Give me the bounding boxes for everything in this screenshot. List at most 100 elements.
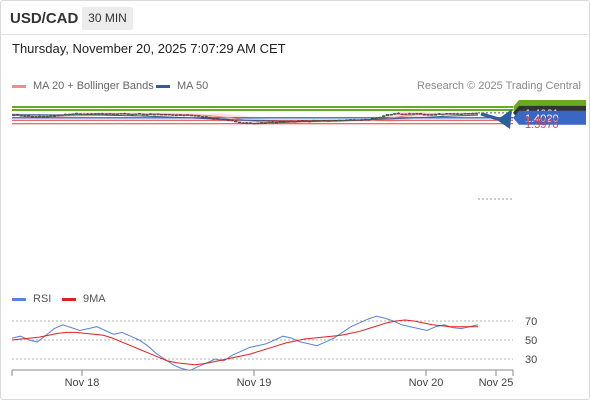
- candle-body: [45, 116, 49, 118]
- x-tick-label: Nov 20: [409, 377, 444, 389]
- ma50-swatch: [156, 84, 170, 88]
- forecast: [480, 109, 512, 129]
- candle-body: [104, 113, 108, 116]
- legend-ma50: MA 50: [156, 80, 208, 92]
- candle-body: [141, 113, 145, 116]
- candle-body: [267, 121, 271, 124]
- candle-body: [49, 115, 53, 117]
- candle-body: [75, 112, 79, 115]
- ma50-line: [12, 114, 479, 123]
- candle-body: [237, 121, 242, 124]
- candle-body: [234, 120, 238, 123]
- candle-body: [444, 113, 449, 115]
- candle-body: [167, 114, 171, 116]
- candle-body: [245, 122, 249, 124]
- candle-body: [393, 113, 397, 115]
- candle-body: [363, 119, 367, 121]
- candle-body: [297, 120, 301, 123]
- candle-body: [293, 120, 297, 123]
- candle-body: [215, 118, 219, 120]
- candle-body: [230, 119, 234, 122]
- candle-body: [145, 114, 149, 116]
- candle-body: [134, 113, 138, 116]
- candle-body: [130, 114, 134, 116]
- candle-body: [119, 113, 123, 115]
- rsi-ma-label: 9MA: [83, 293, 106, 305]
- candle-body: [304, 120, 308, 122]
- candle-body: [448, 113, 452, 115]
- candle-body: [382, 115, 386, 117]
- candle-body: [308, 120, 312, 123]
- candle-body: [322, 120, 327, 122]
- candle-body: [189, 114, 193, 117]
- candle-body: [163, 113, 168, 116]
- candle-body: [182, 114, 186, 117]
- candle-body: [289, 120, 293, 123]
- candle-body: [149, 113, 153, 116]
- candle-body: [30, 116, 34, 118]
- candle-body: [285, 121, 290, 123]
- candle-body: [211, 118, 216, 120]
- candle-body: [41, 115, 46, 118]
- x-tick-label: Nov 18: [65, 377, 100, 389]
- candle-body: [160, 114, 164, 116]
- candle-body: [115, 113, 120, 116]
- candle-body: [93, 113, 97, 115]
- candle-body: [356, 119, 360, 121]
- candle-body: [137, 113, 142, 115]
- candle-body: [456, 113, 460, 115]
- x-axis: Nov 18 Nov 19 Nov 20 Nov 25: [11, 369, 514, 389]
- chart-header: USD/CAD 30 MIN: [0, 0, 590, 35]
- x-tick-label: Nov 19: [237, 377, 272, 389]
- candles: [12, 112, 478, 125]
- candle-body: [112, 113, 116, 116]
- legend-rsi-ma: 9MA: [62, 293, 106, 305]
- candle-body: [300, 120, 304, 122]
- candle-body: [374, 117, 378, 120]
- candle-body: [459, 113, 463, 115]
- level-tag-support: [513, 110, 586, 125]
- candle-body: [415, 113, 419, 115]
- candle-body: [71, 113, 75, 115]
- ma20-label: MA 20 + Bollinger Bands: [33, 80, 154, 92]
- candle-body: [52, 115, 57, 117]
- candle-body: [208, 116, 212, 119]
- candle-body: [38, 115, 42, 118]
- moving-averages: [11, 113, 479, 124]
- rsi-ma-swatch: [62, 297, 76, 301]
- candle-body: [330, 120, 334, 122]
- candle-body: [437, 113, 441, 115]
- candle-body: [174, 114, 179, 117]
- candle-body: [223, 118, 227, 121]
- candle-body: [370, 117, 375, 120]
- timeframe-button[interactable]: 30 MIN: [82, 7, 133, 30]
- candle-body: [411, 113, 415, 115]
- candle-body: [422, 114, 426, 116]
- candle-body: [197, 115, 201, 117]
- candle-body: [311, 120, 316, 122]
- candle-body: [60, 114, 64, 117]
- rsi-series-9ma: [11, 319, 478, 366]
- candle-body: [126, 113, 131, 115]
- candle-body: [252, 122, 256, 125]
- credit-text: Research © 2025 Trading Central: [416, 80, 581, 92]
- candle-body: [341, 119, 345, 122]
- candle-body: [82, 113, 86, 116]
- candle-body: [441, 113, 445, 116]
- candle-body: [474, 112, 478, 115]
- candle-body: [156, 113, 160, 116]
- candle-body: [345, 119, 349, 122]
- candle-body: [433, 114, 438, 116]
- candle-body: [315, 120, 319, 122]
- rsi-series-rsi: [11, 315, 479, 371]
- forecast-arrow-head: [497, 109, 512, 129]
- candle-body: [226, 119, 230, 122]
- candle-body: [278, 121, 282, 124]
- legend-rsi: RSI: [12, 293, 51, 305]
- candle-body: [389, 114, 393, 116]
- chart-datetime: Thursday, November 20, 2025 7:07:29 AM C…: [12, 41, 286, 56]
- ma50-label: MA 50: [177, 80, 209, 92]
- candle-body: [426, 114, 430, 116]
